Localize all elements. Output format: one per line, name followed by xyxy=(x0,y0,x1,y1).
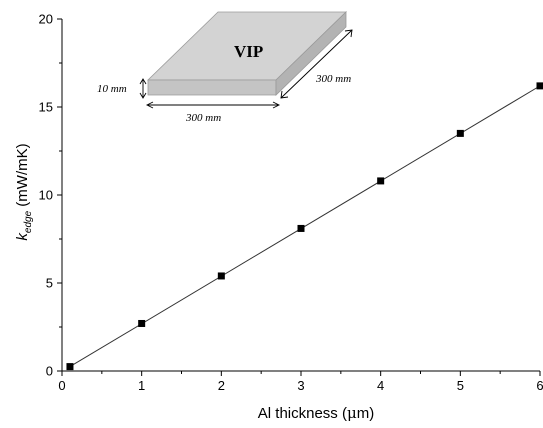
y-axis-title-k: k xyxy=(14,232,31,241)
x-axis-title: Al thickness (μm) xyxy=(258,404,374,422)
plot-axes xyxy=(61,19,540,372)
data-point xyxy=(456,129,464,137)
y-tick-label: 15 xyxy=(39,100,53,115)
thickness-arrowhead-bottom xyxy=(139,92,147,99)
width-arrowhead-right xyxy=(272,101,281,109)
thickness-label: 10 mm xyxy=(97,83,127,95)
data-points xyxy=(66,82,543,371)
x-tick-label: 6 xyxy=(536,378,543,393)
x-axis-title-suffix: m) xyxy=(357,405,375,422)
depth-arrowhead-upper xyxy=(344,29,353,38)
y-tick-label: 10 xyxy=(39,188,53,203)
data-point xyxy=(297,224,305,232)
x-axis-title-mu: μ xyxy=(347,404,357,422)
y-tick-label: 5 xyxy=(46,276,53,291)
width-arrowhead-left xyxy=(145,101,154,109)
x-tick-label: 0 xyxy=(58,378,65,393)
depth-dimension-arrow xyxy=(280,29,353,99)
panel-side-face xyxy=(275,11,347,96)
x-tick-label: 5 xyxy=(457,378,464,393)
y-axis-title-unit: (mW/mK) xyxy=(14,143,31,210)
axis-ticks: 0 1 2 3 4 5 6 0 5 10 15 20 xyxy=(39,12,543,394)
panel-front-face xyxy=(147,79,277,96)
y-tick-label: 0 xyxy=(46,364,53,379)
panel-label: VIP xyxy=(234,42,263,61)
y-tick-label: 20 xyxy=(39,12,53,27)
depth-arrowhead-lower xyxy=(280,90,289,99)
x-tick-label: 2 xyxy=(218,378,225,393)
data-point xyxy=(377,177,385,185)
data-point xyxy=(66,363,74,371)
thickness-arrowhead-top xyxy=(139,78,147,85)
data-point xyxy=(217,272,225,280)
depth-label: 300 mm xyxy=(315,73,351,85)
width-label: 300 mm xyxy=(185,112,221,124)
x-tick-label: 4 xyxy=(377,378,384,393)
data-point xyxy=(138,319,146,327)
data-point xyxy=(536,82,543,90)
y-axis-title: kedge (mW/mK) xyxy=(14,143,34,240)
y-axis-title-subscript: edge xyxy=(23,210,34,233)
x-tick-label: 3 xyxy=(297,378,304,393)
panel-schematic: VIP 10 mm 300 mm 300 mm xyxy=(97,11,353,124)
x-tick-label: 1 xyxy=(138,378,145,393)
x-axis-title-prefix: Al thickness ( xyxy=(258,405,347,422)
